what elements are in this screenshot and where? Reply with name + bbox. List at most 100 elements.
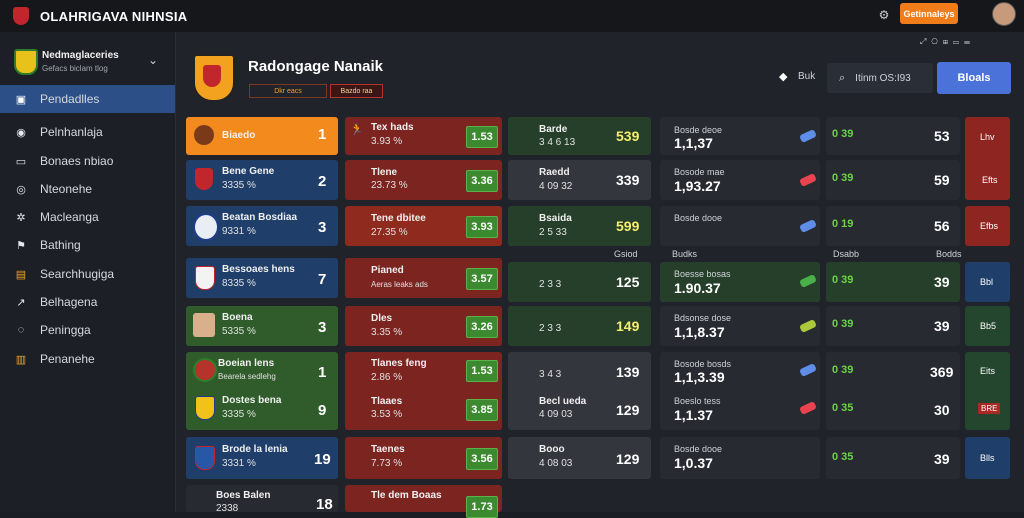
result-bet: 0 35: [832, 402, 854, 414]
stat-number: 125: [616, 274, 640, 290]
team-crest: [195, 168, 213, 190]
sidebar-item-nteonehe[interactable]: ◎ Nteonehe: [0, 175, 175, 203]
stat-number: 139: [616, 364, 640, 380]
stat-sub: 4 09 03: [539, 409, 573, 420]
sidebar-item-label: Pelnhanlaja: [40, 125, 103, 139]
odds-value[interactable]: 3.36: [466, 170, 498, 192]
bet-card: [660, 262, 820, 302]
side-badge: [965, 262, 1010, 302]
side-label: Efbs: [980, 221, 999, 231]
bet-card: [660, 206, 820, 246]
stat-number: 539: [616, 128, 640, 144]
team-score: 18: [316, 496, 333, 513]
team-score: 7: [318, 271, 327, 288]
side-label: Efts: [982, 175, 998, 185]
odds-name: Tlaaes: [371, 396, 403, 407]
odds-value[interactable]: 1.53: [466, 360, 498, 382]
stat-name: Becl ueda: [539, 396, 587, 407]
search-input[interactable]: ⌕ Itinm OS:I93: [827, 63, 933, 93]
team-sub: 2338: [216, 503, 239, 514]
sidebar-item-penanehe[interactable]: ▥ Penanehe: [0, 345, 175, 373]
bet-number: 1,1.37: [674, 407, 713, 423]
stat-sub: 4 09 32: [539, 181, 573, 192]
settings-icon: ◌: [17, 324, 25, 336]
stat-name: Barde: [539, 124, 568, 135]
team-card[interactable]: [186, 485, 338, 512]
stat-sub: 3 4 3: [539, 369, 562, 380]
bet-card: [660, 117, 820, 155]
stat-number: 149: [616, 318, 640, 334]
sidebar-item-label: Peningga: [40, 323, 91, 337]
user-icon: ◉: [16, 126, 26, 139]
odds-value[interactable]: 1.73: [466, 496, 498, 518]
stat-card: [508, 117, 651, 155]
odds-value[interactable]: 3.26: [466, 316, 498, 338]
result-number: 39: [934, 451, 950, 467]
result-card: [826, 206, 960, 246]
stat-sub: 2 3 3: [539, 323, 562, 334]
bet-number: 1,0.37: [674, 455, 713, 471]
document-icon: ▥: [15, 353, 27, 366]
grid-icon[interactable]: ⊞: [942, 37, 953, 46]
odds-value[interactable]: 3.57: [466, 268, 498, 290]
result-bet: 0 19: [832, 218, 854, 230]
team-name: Boeian lens: [218, 358, 275, 369]
result-bet: 0 35: [832, 451, 854, 463]
filter-label[interactable]: Buk: [798, 71, 816, 82]
header-action-button[interactable]: Getinnaleys: [900, 3, 958, 24]
team-sub: 5335 %: [222, 326, 256, 337]
team-name: Bessoaes hens: [222, 264, 295, 275]
sidebar-item-label: Searchhugiga: [40, 267, 115, 281]
odds-name: Taenes: [371, 444, 405, 455]
team-name: Dostes bena: [222, 395, 282, 406]
sidebar-item-bonaes[interactable]: ▭ Bonaes nbiao: [0, 147, 175, 175]
bell-icon[interactable]: ⎔: [931, 37, 943, 46]
odds-value[interactable]: 3.56: [466, 448, 498, 470]
stat-number: 339: [616, 172, 640, 188]
team-name: Bene Gene: [222, 166, 275, 177]
side-label: Eits: [980, 366, 996, 376]
team-score: 2: [318, 173, 327, 190]
flag-icon: ⚑: [16, 239, 26, 252]
sidebar-item-bathing[interactable]: ⚑ Bathing: [0, 231, 175, 259]
team-name: Boena: [222, 312, 253, 323]
sidebar-item-macleanga[interactable]: ✲ Macleanga: [0, 203, 175, 231]
sidebar-item-label: Bathing: [40, 238, 81, 252]
sidebar-item-searchhugiga[interactable]: ▤ Searchhugiga: [0, 260, 175, 288]
result-bet: 0 39: [832, 364, 854, 376]
result-number: 59: [934, 172, 950, 188]
bet-card: [660, 437, 820, 479]
chevron-down-icon[interactable]: ⌄: [148, 53, 159, 67]
team-name: Biaedo: [222, 130, 256, 141]
stat-card: [508, 352, 651, 430]
odds-percent: 3.93 %: [371, 136, 403, 147]
menu-icon[interactable]: ☰: [964, 37, 975, 46]
settings-icon[interactable]: ⚙: [878, 8, 890, 22]
avatar[interactable]: [992, 2, 1016, 26]
primary-button[interactable]: Bloals: [937, 62, 1011, 94]
odds-percent: 2.86 %: [371, 372, 403, 383]
filter-icon[interactable]: ◆: [779, 71, 788, 83]
expand-icon[interactable]: ⤢: [920, 37, 932, 46]
bet-name: Boeslo tess: [674, 396, 721, 406]
stat-card: [508, 437, 651, 479]
stat-card: [508, 206, 651, 246]
result-number: 53: [934, 128, 950, 144]
stat-sub: 2 3 3: [539, 279, 562, 290]
odds-name: Tex hads: [371, 122, 414, 133]
sidebar-item-pelnhanlaja[interactable]: ◉ Pelnhanlaja: [0, 118, 175, 146]
sidebar-item-pendadlles[interactable]: ▣ Pendadlles: [0, 85, 175, 113]
app-logo: [13, 7, 29, 25]
odds-value[interactable]: 3.93: [466, 216, 498, 238]
result-bet: 0 39: [832, 274, 854, 286]
result-bet: 0 39: [832, 318, 854, 330]
odds-value[interactable]: 1.53: [466, 126, 498, 148]
sidebar-item-peningga[interactable]: ◌ Peningga: [0, 316, 175, 344]
odds-name: Pianed: [371, 265, 404, 276]
side-badge: [965, 306, 1010, 346]
odds-value[interactable]: 3.85: [466, 399, 498, 421]
trophy-icon: ▤: [15, 268, 27, 281]
window-icon[interactable]: ▭: [952, 37, 964, 46]
sidebar-item-belhagena[interactable]: ↗ Belhagena: [0, 288, 175, 316]
club-crest: [193, 54, 235, 102]
